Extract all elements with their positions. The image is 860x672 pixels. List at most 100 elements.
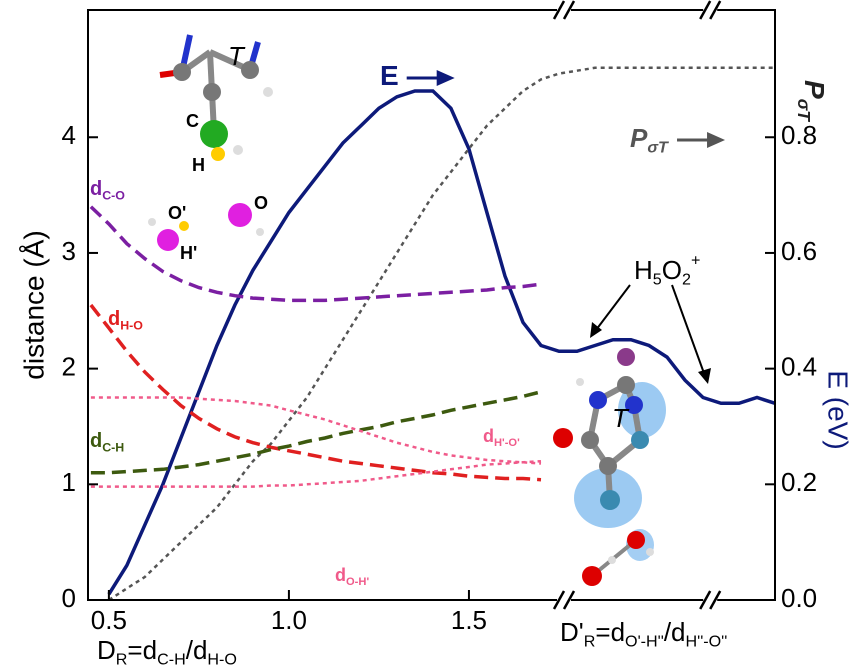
label-part: C-O bbox=[102, 189, 125, 203]
label-part: P bbox=[630, 123, 648, 153]
series-label-arrowhead bbox=[437, 70, 455, 86]
series-line bbox=[91, 392, 541, 473]
label-part: σT bbox=[647, 139, 669, 157]
label-part: d bbox=[335, 565, 346, 585]
plot-frame bbox=[88, 10, 775, 600]
y2-tick-label: 0.2 bbox=[781, 467, 817, 497]
atom bbox=[576, 378, 584, 386]
y2-tick-label: 0.6 bbox=[781, 236, 817, 266]
molecule-label: T bbox=[228, 41, 246, 71]
arrow bbox=[672, 285, 705, 376]
atom bbox=[599, 457, 617, 475]
label-part: O'-H'' bbox=[625, 633, 664, 651]
series-label: dC-O bbox=[90, 178, 125, 202]
label-part: R bbox=[116, 651, 128, 669]
annotation: H5O2+ bbox=[634, 252, 700, 289]
label-part: + bbox=[691, 252, 700, 270]
annotation-arrows bbox=[590, 285, 711, 384]
y2-tick-label: 0.0 bbox=[781, 583, 817, 613]
label-part: σT bbox=[794, 99, 814, 123]
atom bbox=[600, 490, 620, 510]
label-part: O bbox=[662, 255, 682, 285]
label-part: /d bbox=[664, 617, 686, 647]
label-part: P bbox=[799, 80, 830, 99]
atom bbox=[627, 531, 645, 549]
x-axis-label: D'R=dO'-H''/dH''-O'' bbox=[560, 617, 727, 651]
label-part: d bbox=[483, 426, 494, 446]
chart: T C H O' H' O T bbox=[0, 0, 860, 672]
x-tick-label: 1.5 bbox=[451, 605, 487, 635]
series-label: dO-H' bbox=[335, 565, 369, 588]
molecule-label: T bbox=[612, 403, 630, 433]
label-part: H-O bbox=[120, 319, 143, 333]
x-tick-label: 0.5 bbox=[91, 605, 127, 635]
atom bbox=[617, 376, 635, 394]
label-part: =d bbox=[595, 617, 625, 647]
y-tick-label: 2 bbox=[62, 352, 76, 382]
molecule-label: C bbox=[186, 111, 199, 131]
series-label: dH-O bbox=[108, 308, 143, 332]
label-part: H-O bbox=[207, 651, 237, 669]
x-tick-label: 1.0 bbox=[271, 605, 307, 635]
label-part: C-H bbox=[102, 441, 124, 455]
atom bbox=[228, 203, 252, 227]
x-axis-label: DR=dC-H/dH-O bbox=[97, 635, 237, 669]
label-part: 2 bbox=[682, 271, 691, 289]
atom bbox=[200, 120, 228, 148]
label-part: E bbox=[380, 60, 399, 91]
label-part: /d bbox=[186, 635, 208, 665]
y2-axis-label: PσT bbox=[794, 80, 829, 122]
y-tick-label: 3 bbox=[62, 236, 76, 266]
label-part: 5 bbox=[653, 271, 662, 289]
atom bbox=[646, 548, 654, 556]
series-line bbox=[91, 305, 541, 480]
y2-axis-label: E (eV) bbox=[823, 370, 854, 449]
arrowhead bbox=[698, 368, 711, 384]
atom bbox=[617, 348, 635, 366]
y-axis-label: distance (Å) bbox=[18, 230, 49, 379]
series-label-arrowhead bbox=[707, 132, 725, 148]
atom bbox=[233, 145, 243, 155]
atom bbox=[581, 431, 599, 449]
atom bbox=[589, 391, 607, 409]
label-part: D' bbox=[560, 617, 584, 647]
y-tick-label: 4 bbox=[62, 120, 76, 150]
molecule-label: O bbox=[254, 193, 268, 213]
series-line bbox=[109, 91, 775, 594]
series-line bbox=[91, 461, 541, 486]
label-part: H''-O'' bbox=[686, 633, 728, 651]
label-part: d bbox=[108, 308, 120, 330]
atom bbox=[211, 147, 225, 161]
atom bbox=[157, 229, 179, 251]
atom bbox=[582, 566, 602, 586]
molecule-label: O' bbox=[168, 203, 186, 223]
label-part: O-H' bbox=[346, 576, 369, 588]
y2-tick-label: 0.4 bbox=[781, 352, 817, 382]
atom bbox=[263, 87, 273, 97]
label-part: D bbox=[97, 635, 116, 665]
label-part: d bbox=[90, 430, 102, 452]
molecule-label: H' bbox=[180, 243, 197, 263]
label-part: H'-O' bbox=[494, 437, 520, 449]
y-tick-label: 1 bbox=[62, 467, 76, 497]
label-part: C-H bbox=[157, 651, 186, 669]
series-label: PσT bbox=[630, 123, 669, 157]
arrow bbox=[596, 285, 630, 330]
atom bbox=[608, 556, 616, 564]
label-part: d bbox=[90, 178, 102, 200]
molecule-top: T C H O' H' O bbox=[148, 35, 273, 263]
molecule-bottom: T bbox=[553, 348, 666, 586]
atom bbox=[256, 228, 264, 236]
molecule-label: H bbox=[192, 155, 205, 175]
atom bbox=[203, 83, 221, 101]
atom bbox=[173, 63, 191, 81]
y2-tick-label: 0.8 bbox=[781, 120, 817, 150]
atom bbox=[631, 431, 649, 449]
series-label: dC-H bbox=[90, 430, 124, 454]
label-part: R bbox=[584, 633, 596, 651]
series-label: E bbox=[380, 60, 399, 91]
series-line bbox=[91, 207, 541, 301]
atom bbox=[148, 218, 156, 226]
label-part: =d bbox=[127, 635, 157, 665]
series-line bbox=[109, 68, 775, 600]
